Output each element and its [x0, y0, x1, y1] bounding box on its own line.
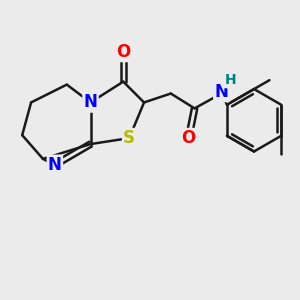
Text: O: O	[116, 43, 130, 61]
Text: O: O	[182, 129, 196, 147]
Text: N: N	[214, 83, 228, 101]
Text: S: S	[123, 129, 135, 147]
Text: N: N	[48, 156, 62, 174]
Text: H: H	[224, 73, 236, 87]
Text: N: N	[84, 93, 98, 111]
